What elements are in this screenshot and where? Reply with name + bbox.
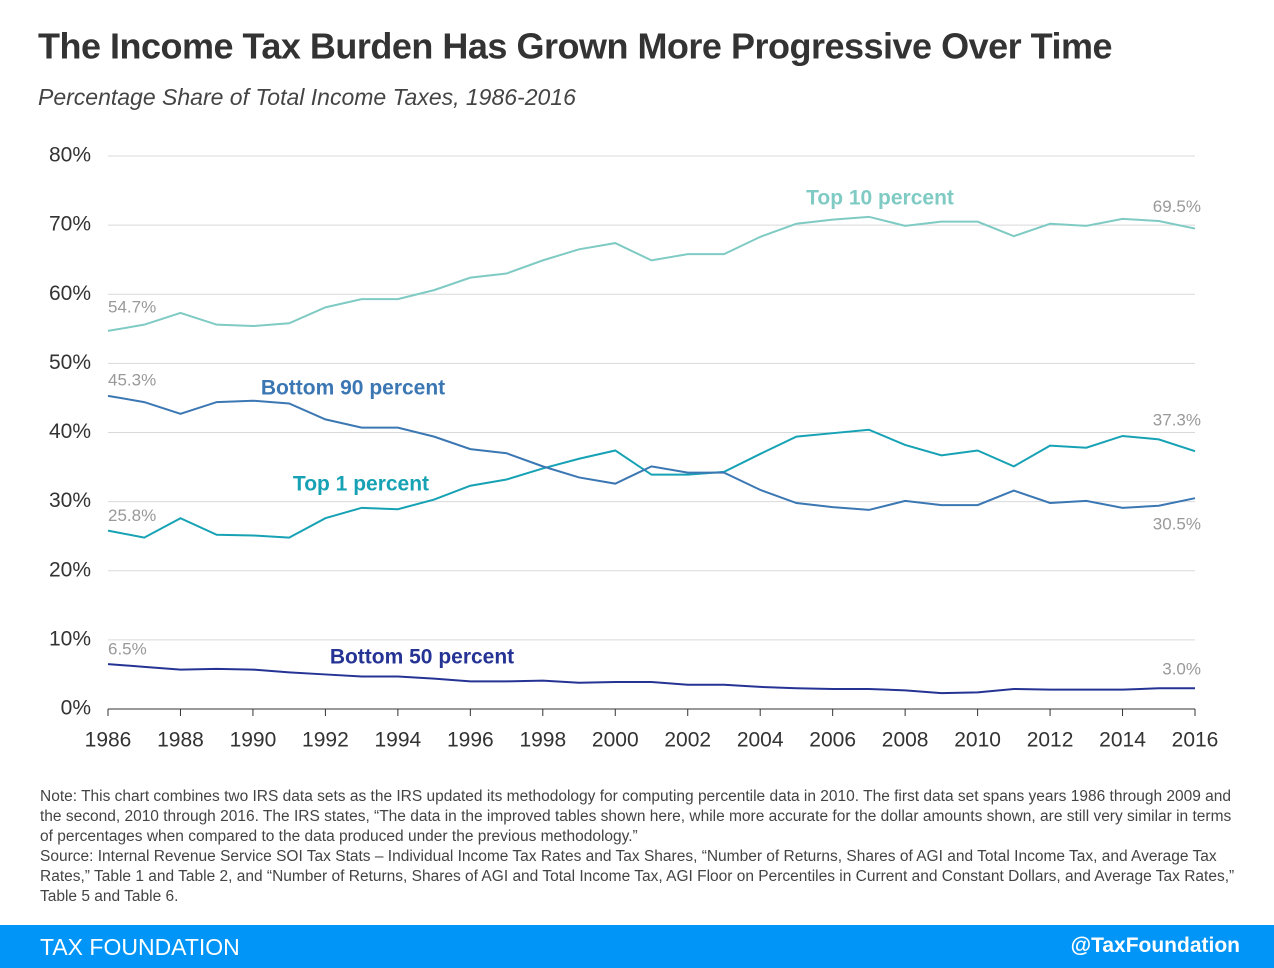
value-label: 37.3% [1153,411,1201,430]
value-label: 45.3% [108,370,156,389]
value-label: 30.5% [1153,515,1201,534]
note: Note: This chart combines two IRS data s… [40,788,1232,845]
x-tick-label: 2000 [592,729,639,752]
value-label: 25.8% [108,506,156,525]
x-tick-label: 2002 [664,729,711,752]
y-tick-label: 40% [49,420,91,443]
y-tick-label: 20% [49,558,91,581]
x-tick-label: 2010 [954,729,1001,752]
series-label: Bottom 50 percent [330,646,514,669]
series-label: Bottom 90 percent [261,377,445,400]
y-tick-label: 70% [49,213,91,236]
x-tick-label: 1994 [375,729,422,752]
series-label: Top 1 percent [293,473,429,496]
source: Source: Internal Revenue Service SOI Tax… [40,848,1235,905]
x-tick-label: 2016 [1172,729,1219,752]
x-tick-label: 2008 [882,729,929,752]
value-label: 6.5% [108,640,147,659]
y-tick-label: 30% [49,489,91,512]
y-tick-label: 80% [49,144,91,167]
handle: @TaxFoundation [1070,934,1240,957]
series-line [107,215,1196,332]
x-tick-label: 1996 [447,729,494,752]
y-tick-label: 60% [49,282,91,305]
y-tick-label: 50% [49,351,91,374]
brand: TAX FOUNDATION [40,934,240,960]
x-tick-label: 2014 [1099,729,1146,752]
series-label: Top 10 percent [806,187,954,210]
x-tick-label: 1992 [302,729,349,752]
y-tick-label: 10% [49,627,91,650]
value-label: 69.5% [1153,197,1201,216]
notes: Note: This chart combines two IRS data s… [40,787,1245,907]
x-tick-label: 1986 [85,729,132,752]
x-tick-label: 1988 [157,729,204,752]
footer: TAX FOUNDATION @TaxFoundation [0,925,1274,968]
x-tick-label: 2006 [809,729,856,752]
series-line [107,663,1195,695]
series-line [107,428,1196,539]
series-line [107,394,1196,511]
x-tick-label: 2012 [1027,729,1074,752]
y-tick-label: 0% [61,697,91,720]
x-tick-label: 1998 [519,729,566,752]
x-tick-label: 1990 [230,729,277,752]
value-label: 54.7% [108,297,156,316]
chart-title: The Income Tax Burden Has Grown More Pro… [38,26,1112,67]
x-tick-label: 2004 [737,729,784,752]
chart-subtitle: Percentage Share of Total Income Taxes, … [38,84,576,110]
value-label: 3.0% [1162,660,1201,679]
